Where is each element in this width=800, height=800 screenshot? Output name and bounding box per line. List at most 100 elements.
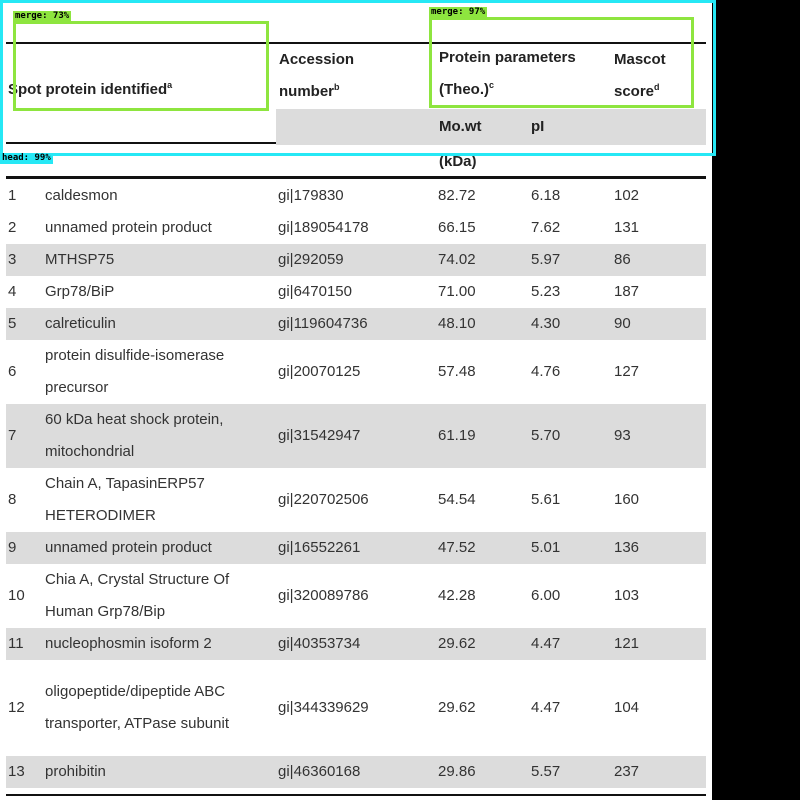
protein-name: Chia A, Crystal Structure Of Human Grp78…	[45, 571, 230, 620]
protein-name: nucleophosmin isoform 2	[45, 635, 212, 652]
table-row: 10 Chia A, Crystal Structure Of Human Grp…	[6, 564, 706, 628]
molecular-weight: 66.15	[438, 219, 476, 236]
table-row: 12 oligopeptide/dipeptide ABC transporter…	[6, 660, 706, 756]
header-mw-unit: (kDa)	[439, 153, 477, 170]
protein-name: Chain A, TapasinERP57 HETERODIMER	[45, 475, 205, 524]
isoelectric-point: 6.00	[531, 587, 561, 604]
mascot-score: 131	[614, 219, 640, 236]
table-row: 11 nucleophosmin isoform 2 gi|40353734 29.6…	[6, 628, 706, 660]
accession-number: gi|31542947	[278, 427, 361, 444]
table-top-rule	[6, 42, 706, 44]
accession-number: gi|220702506	[278, 491, 369, 508]
protein-name: protein disulfide-isomerase precursor	[45, 347, 225, 396]
header-bottom-rule	[6, 176, 706, 179]
row-number: 5	[8, 315, 17, 332]
spot-header-underline	[6, 142, 276, 144]
molecular-weight: 29.62	[438, 635, 476, 652]
header-mascot: Mascot	[614, 51, 666, 68]
molecular-weight: 74.02	[438, 251, 476, 268]
row-number: 9	[8, 539, 17, 556]
header-protein-params: Protein parameters	[439, 49, 576, 66]
mascot-score: 127	[614, 363, 640, 380]
protein-name: unnamed protein product	[45, 539, 212, 556]
accession-number: gi|344339629	[278, 699, 369, 716]
row-number: 11	[8, 635, 24, 652]
subheader-band	[276, 109, 706, 145]
row-number: 4	[8, 283, 17, 300]
protein-name: caldesmon	[45, 187, 118, 204]
accession-number: gi|20070125	[278, 363, 361, 380]
table-row: 2 unnamed protein product gi|189054178 66.1…	[6, 212, 706, 244]
molecular-weight: 54.54	[438, 491, 476, 508]
mascot-score: 160	[614, 491, 640, 508]
header-accession: Accession	[279, 51, 355, 68]
table-row: 8 Chain A, TapasinERP57 HETERODIMER gi|220…	[6, 468, 706, 532]
molecular-weight: 61.19	[438, 427, 476, 444]
accession-number: gi|119604736	[278, 315, 368, 332]
row-number: 13	[8, 763, 25, 780]
accession-number: gi|292059	[278, 251, 344, 268]
protein-name: oligopeptide/dipeptide ABC transporter, …	[45, 683, 229, 732]
isoelectric-point: 5.61	[531, 491, 561, 508]
head-label: head: 99%	[0, 153, 53, 164]
protein-name: MTHSP75	[45, 251, 115, 268]
table-page: Spot protein identifieda Accession numbe…	[0, 0, 712, 800]
accession-number: gi|16552261	[278, 539, 361, 556]
mascot-score: 93	[614, 427, 631, 444]
table-row: 7 60 kDa heat shock protein, mitochondria…	[6, 404, 706, 468]
protein-name: calreticulin	[45, 315, 116, 332]
mascot-score: 136	[614, 539, 640, 556]
header-mascot-line2: scored	[614, 82, 660, 101]
protein-name: Grp78/BiP	[45, 283, 115, 300]
mascot-score: 187	[614, 283, 640, 300]
table-row: 9 unnamed protein product gi|16552261 47.52…	[6, 532, 706, 564]
molecular-weight: 29.62	[438, 699, 476, 716]
merge-label-left: merge: 73%	[13, 11, 72, 22]
accession-number: gi|6470150	[278, 283, 352, 300]
mascot-score: 102	[614, 187, 640, 204]
header-pi: pI	[531, 118, 545, 135]
molecular-weight: 71.00	[438, 283, 476, 300]
accession-number: gi|179830	[278, 187, 344, 204]
table-row: 13 prohibitin gi|46360168 29.86 5.57 237	[6, 756, 706, 788]
merge-label-right: merge: 97%	[429, 7, 488, 18]
molecular-weight: 42.28	[438, 587, 476, 604]
molecular-weight: 47.52	[438, 539, 476, 556]
isoelectric-point: 5.01	[531, 539, 561, 556]
mascot-score: 121	[614, 635, 640, 652]
protein-name: unnamed protein product	[45, 219, 212, 236]
isoelectric-point: 4.76	[531, 363, 561, 380]
isoelectric-point: 4.47	[531, 635, 561, 652]
isoelectric-point: 4.47	[531, 699, 561, 716]
isoelectric-point: 5.70	[531, 427, 561, 444]
molecular-weight: 57.48	[438, 363, 476, 380]
row-number: 12	[8, 699, 25, 716]
params-header-underline	[436, 107, 612, 108]
row-number: 7	[8, 427, 17, 444]
table-bottom-rule	[6, 794, 706, 796]
row-number: 8	[8, 491, 17, 508]
mascot-score: 86	[614, 251, 631, 268]
table-row: 1 caldesmon gi|179830 82.72 6.18 102	[6, 180, 706, 212]
protein-name: prohibitin	[45, 763, 106, 780]
accession-number: gi|40353734	[278, 635, 361, 652]
header-mw: Mo.wt	[439, 118, 482, 135]
table-row: 5 calreticulin gi|119604736 48.10 4.30 90	[6, 308, 706, 340]
accession-number: gi|46360168	[278, 763, 361, 780]
table-row: 6 protein disulfide-isomerase precursor gi…	[6, 340, 706, 404]
mascot-score: 90	[614, 315, 631, 332]
header-spot-protein: Spot protein identifieda	[8, 80, 173, 99]
isoelectric-point: 5.57	[531, 763, 561, 780]
header-protein-params-line2: (Theo.)c	[439, 80, 495, 99]
header-accession-line2: numberb	[279, 82, 340, 101]
mascot-score: 104	[614, 699, 640, 716]
isoelectric-point: 7.62	[531, 219, 561, 236]
mascot-score: 103	[614, 587, 640, 604]
row-number: 6	[8, 363, 17, 380]
molecular-weight: 48.10	[438, 315, 476, 332]
accession-number: gi|320089786	[278, 587, 369, 604]
isoelectric-point: 6.18	[531, 187, 561, 204]
accession-number: gi|189054178	[278, 219, 369, 236]
table-row: 4 Grp78/BiP gi|6470150 71.00 5.23 187	[6, 276, 706, 308]
isoelectric-point: 5.23	[531, 283, 561, 300]
